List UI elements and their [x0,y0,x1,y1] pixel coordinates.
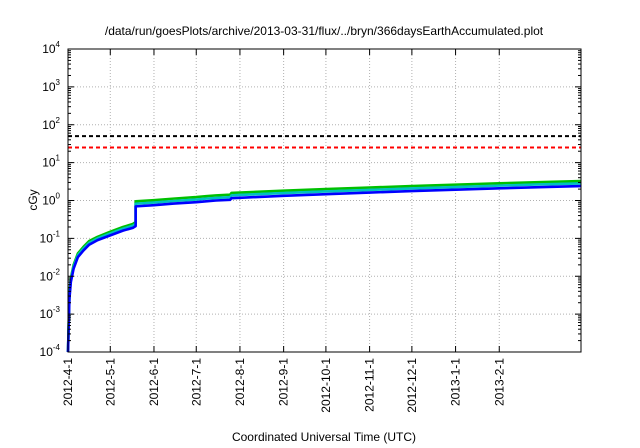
y-tick-label: 10-4 [40,343,61,359]
x-tick-label: 2012-7-1 [189,358,203,406]
y-tick-label: 101 [42,154,60,170]
y-tick-label: 10-1 [40,229,61,245]
chart-title: /data/run/goesPlots/archive/2013-03-31/f… [105,24,544,38]
x-tick-label: 2013-1-1 [449,358,463,406]
y-tick-label: 10-3 [40,305,61,321]
y-axis-ticks: 10-4 10-3 10-2 10-1 100 101 102 103 104 [40,40,581,359]
data-series [66,179,582,353]
threshold-lines [68,135,581,149]
grid-lines [68,49,581,352]
x-tick-label: 2012-12-1 [405,358,419,413]
x-tick-label: 2013-2-1 [492,358,506,406]
x-axis-ticks: 2012-4-1 2012-5-1 2012-6-1 2012-7-1 2012-8-1… [61,49,506,413]
series-line [66,182,582,353]
x-tick-label: 2012-4-1 [61,358,75,406]
y-tick-label: 102 [42,116,60,132]
y-tick-label: 10-2 [40,267,61,283]
y-tick-label: 103 [42,78,60,94]
x-tick-label: 2012-11-1 [363,358,377,412]
series-line [66,184,582,353]
x-axis-label: Coordinated Universal Time (UTC) [232,430,416,444]
y-axis-label: cGy [26,189,40,210]
x-tick-label: 2012-6-1 [147,358,161,406]
y-tick-label: 104 [42,40,60,56]
x-tick-label: 2012-10-1 [319,358,333,413]
x-tick-label: 2012-5-1 [103,358,117,406]
y-tick-label: 100 [42,192,60,208]
x-tick-label: 2012-8-1 [233,358,247,406]
x-tick-label: 2012-9-1 [277,358,291,406]
